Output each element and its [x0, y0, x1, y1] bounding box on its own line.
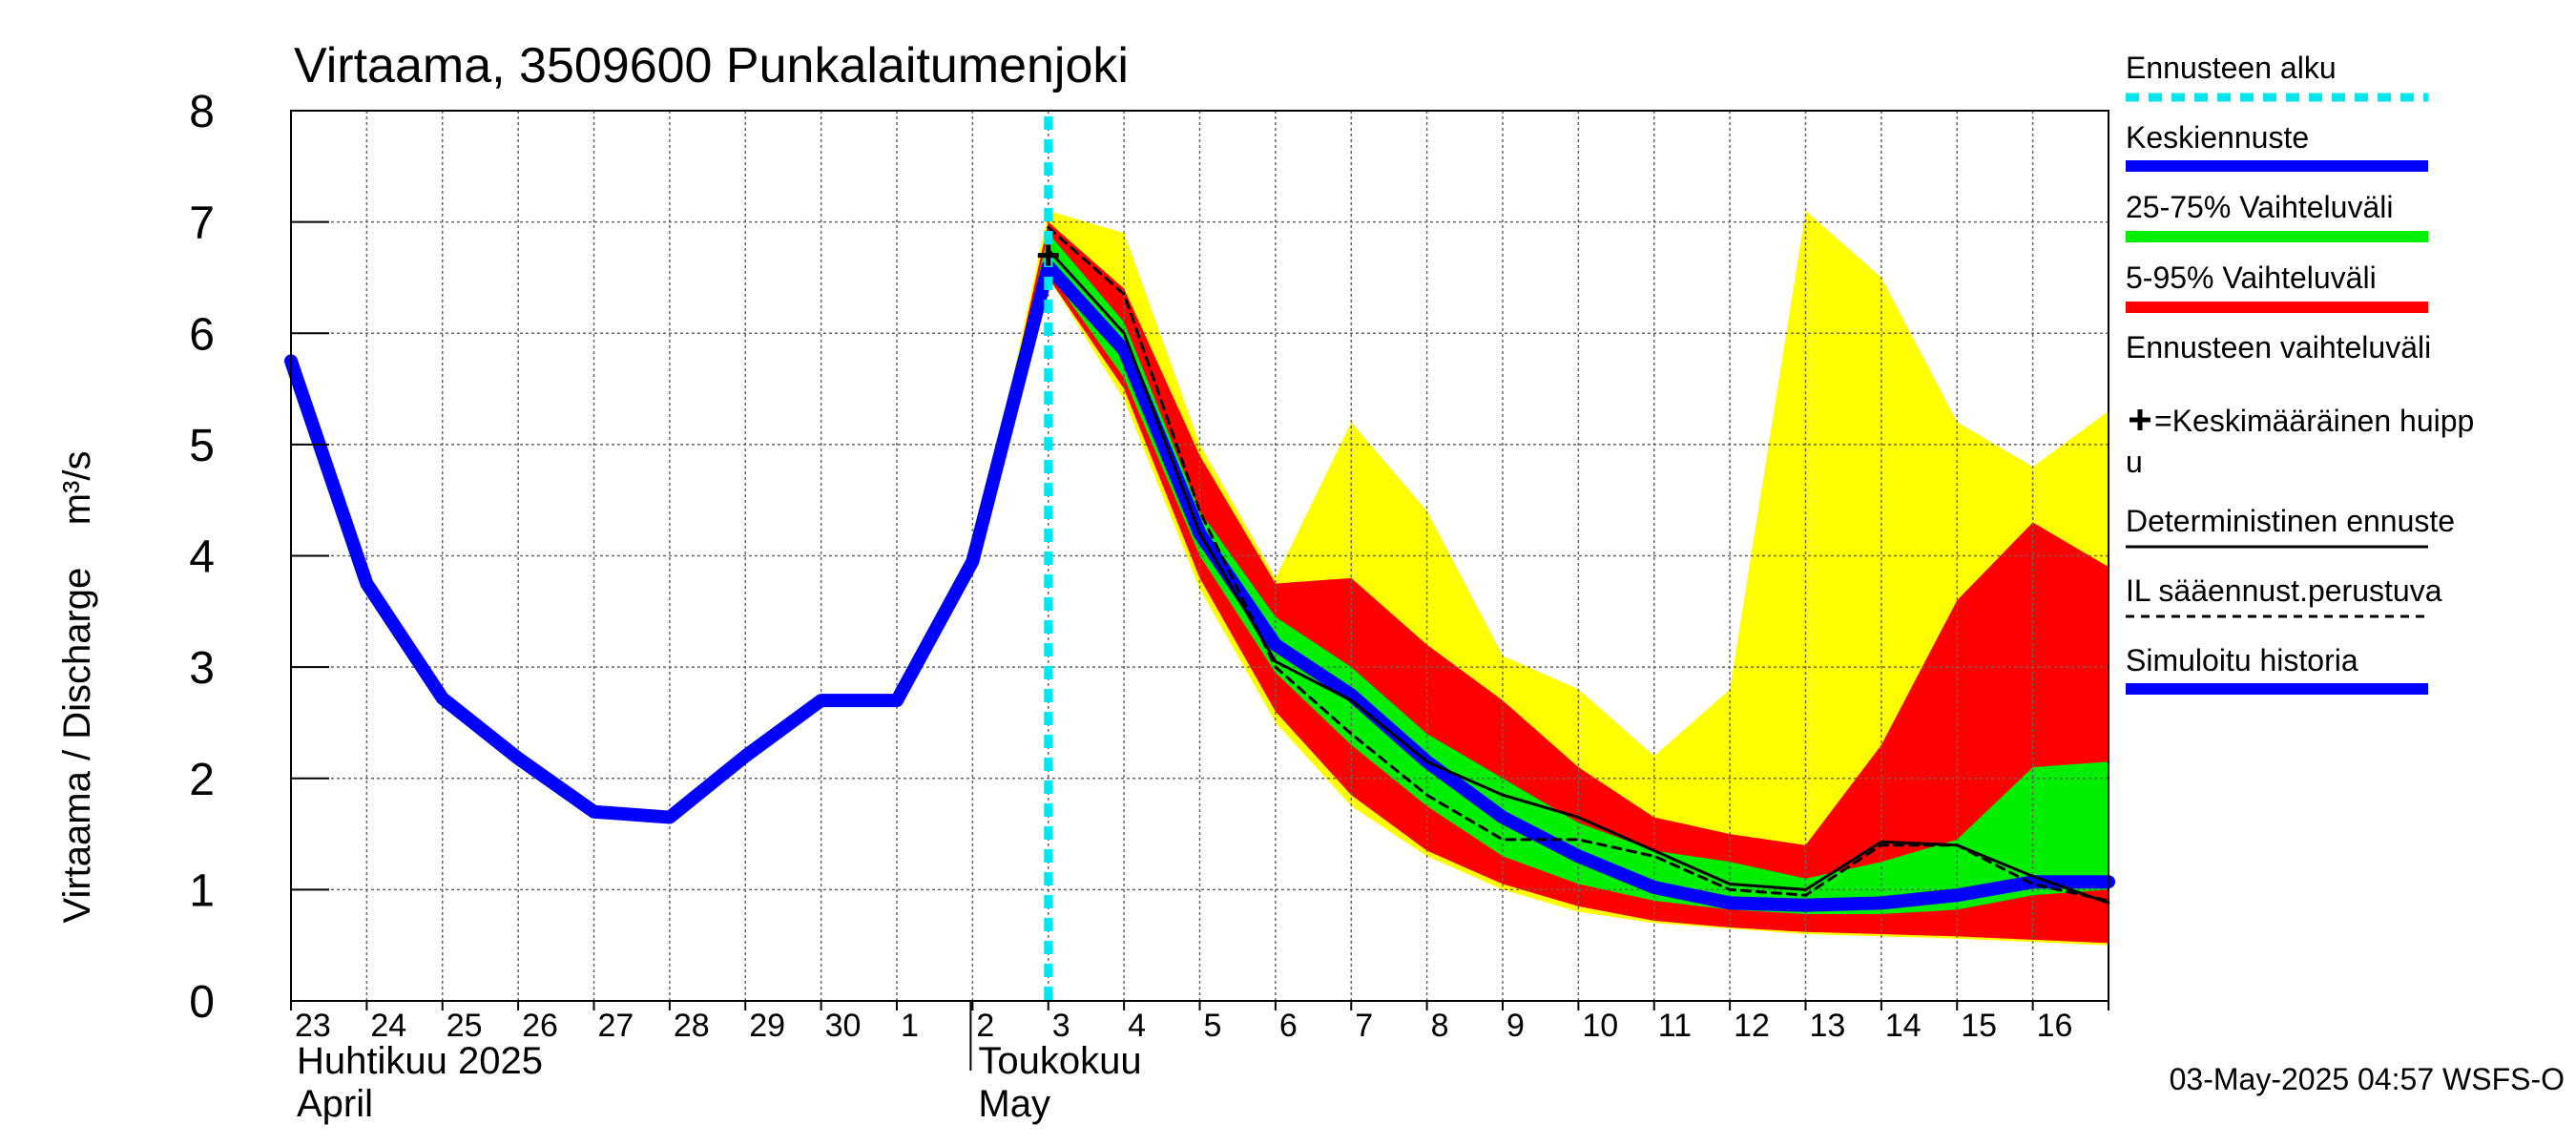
x-tick-label: 14 — [1885, 1008, 1922, 1044]
y-tick-label: 6 — [189, 309, 215, 360]
y-tick-label: 4 — [189, 532, 215, 583]
x-tick-label: 9 — [1506, 1008, 1525, 1044]
legend-label: Keskiennuste — [2126, 120, 2309, 155]
legend-label: 25-75% Vaihteluväli — [2126, 190, 2393, 224]
x-tick-label: 15 — [1961, 1008, 1997, 1044]
legend-label: Ennusteen vaihteluväli — [2126, 330, 2431, 364]
x-tick-label: 8 — [1431, 1008, 1449, 1044]
month-label-line2: April — [297, 1083, 373, 1125]
chart-title: Virtaama, 3509600 Punkalaitumenjoki — [294, 38, 1129, 94]
axes — [290, 110, 2109, 1071]
legend-label: =Keskimääräinen huipp — [2154, 404, 2474, 438]
x-tick-label: 5 — [1204, 1008, 1222, 1044]
series-simuloitu-historia — [284, 260, 1055, 824]
x-tick-label: 30 — [825, 1008, 862, 1044]
x-tick-label: 26 — [522, 1008, 558, 1044]
x-tick-label: 3 — [1052, 1008, 1070, 1044]
y-tick-label: 0 — [189, 977, 215, 1028]
series-keskiennuste — [1041, 260, 2115, 912]
x-tick-label: 2 — [976, 1008, 994, 1044]
y-tick-label: 8 — [189, 87, 215, 137]
legend-label: Deterministinen ennuste — [2126, 504, 2455, 538]
legend-label: 5-95% Vaihteluväli — [2126, 260, 2377, 295]
x-tick-label: 4 — [1128, 1008, 1146, 1044]
timestamp-footer: 03-May-2025 04:57 WSFS-O — [2170, 1062, 2565, 1096]
peak-marker — [1037, 244, 1059, 266]
legend: Ennusteen alku Keskiennuste 25-75% Vaihtel… — [2126, 51, 2474, 695]
legend-peak-icon — [2129, 409, 2150, 430]
x-tick-labels: 23 24 25 26 27 28 29 30 1 2 3 4 5 6 7 8 9 10 11 12 13 14 15 16 — [295, 1008, 2072, 1044]
series-deterministinen-ennuste — [1047, 248, 2110, 905]
y-tick-label: 5 — [189, 421, 215, 471]
legend-label-wrap: u — [2126, 445, 2143, 479]
y-tick-label: 7 — [189, 198, 215, 249]
x-tick-label: 23 — [295, 1008, 331, 1044]
x-tick-label: 7 — [1355, 1008, 1373, 1044]
legend-label: Simuloitu historia — [2126, 643, 2358, 677]
x-tick-label: 25 — [447, 1008, 483, 1044]
month-label-line1: Toukokuu — [978, 1040, 1141, 1082]
x-tick-label: 28 — [674, 1008, 710, 1044]
y-tick-label: 2 — [189, 755, 215, 805]
x-tick-label: 6 — [1279, 1008, 1298, 1044]
x-tick-label: 16 — [2037, 1008, 2073, 1044]
legend-label: IL sääennust.perustuva — [2126, 573, 2442, 608]
x-tick-label: 10 — [1582, 1008, 1618, 1044]
band-ennusteen-vaihteluv-li — [972, 210, 2109, 946]
x-tick-label: 1 — [901, 1008, 919, 1044]
month-label-line1: Huhtikuu 2025 — [297, 1040, 543, 1082]
legend-label: Ennusteen alku — [2126, 51, 2337, 85]
series-lines — [284, 116, 2115, 1001]
x-tick-label: 27 — [598, 1008, 634, 1044]
y-tick-labels: 0 1 2 3 4 5 6 7 8 — [189, 87, 215, 1028]
x-tick-label: 29 — [749, 1008, 785, 1044]
x-tick-label: 12 — [1734, 1008, 1770, 1044]
y-tick-label: 3 — [189, 643, 215, 694]
x-tick-label: 24 — [370, 1008, 406, 1044]
y-tick-label: 1 — [189, 865, 215, 916]
y-axis-label: Virtaama / Discharge m³/s — [56, 451, 98, 924]
x-tick-label: 11 — [1658, 1008, 1692, 1044]
month-label-line2: May — [978, 1083, 1050, 1125]
x-tick-label: 13 — [1810, 1008, 1846, 1044]
